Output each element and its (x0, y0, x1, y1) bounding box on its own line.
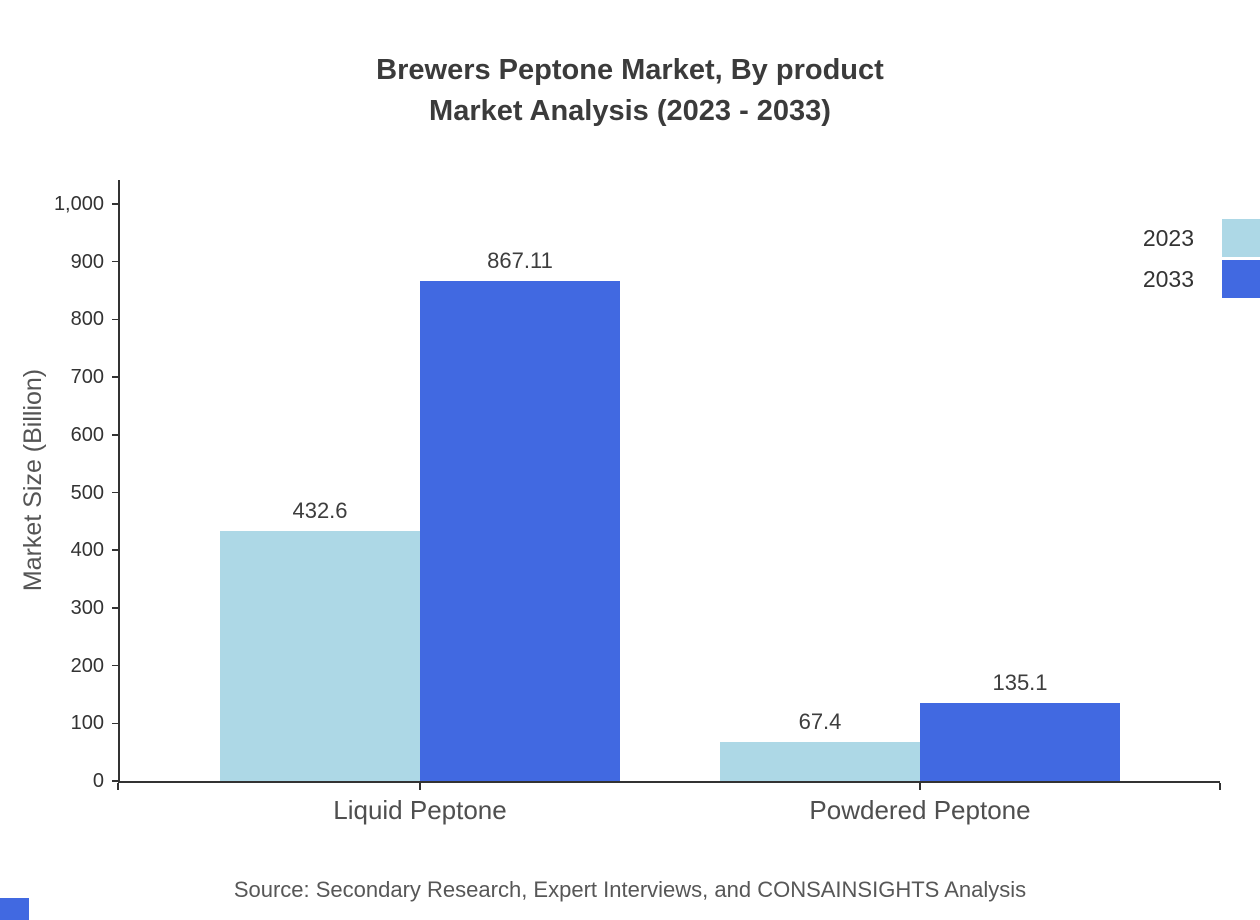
y-tick-label: 400 (70, 539, 104, 562)
x-tick (117, 782, 119, 790)
y-tick-label: 200 (70, 654, 104, 677)
y-tick-label: 700 (70, 366, 104, 389)
bar-2023-powdered-peptone (720, 742, 920, 781)
y-tick (112, 260, 118, 263)
y-tick (112, 607, 118, 609)
x-category-label: Liquid Peptone (333, 795, 507, 825)
y-tick-label: 0 (92, 770, 104, 792)
legend-item-2023: 2023 (1143, 219, 1260, 257)
y-tick-label: 600 (70, 423, 104, 446)
legend-label: 2033 (1142, 265, 1194, 292)
x-tick (419, 782, 421, 790)
y-tick (112, 203, 118, 205)
y-tick (112, 376, 118, 378)
x-tick (919, 782, 921, 790)
chart-title-line1: Brewers Peptone Market, By product (376, 54, 884, 86)
x-axis-line (118, 781, 1220, 783)
y-tick-label: 1,000 (53, 193, 104, 215)
legend-swatch (1222, 219, 1260, 257)
y-tick-label: 900 (70, 250, 104, 273)
y-tick (112, 491, 118, 494)
y-tick (112, 434, 118, 436)
y-tick-label: 300 (70, 596, 104, 619)
legend-item-2033: 2033 (1143, 260, 1260, 298)
chart-title-line2: Market Analysis (2023 - 2033) (429, 95, 831, 127)
y-tick-label: 100 (70, 712, 104, 735)
bar-2033-powdered-peptone (920, 703, 1120, 781)
legend: 2023 2033 (1143, 219, 1260, 301)
bar-value-label: 432.6 (292, 498, 348, 524)
bar-2033-liquid-peptone (420, 280, 620, 781)
legend-label: 2023 (1142, 224, 1194, 251)
brand-mark (0, 898, 29, 920)
bar-value-label: 867.11 (487, 247, 553, 273)
bar-2023-liquid-peptone (220, 531, 420, 781)
bar-value-label: 67.4 (798, 709, 842, 735)
y-tick (112, 664, 118, 667)
y-tick (112, 722, 118, 725)
y-tick (112, 780, 118, 782)
y-tick-label: 800 (70, 308, 104, 331)
bar-value-label: 135.1 (992, 670, 1048, 696)
y-axis-line (118, 180, 120, 783)
x-category-label: Powdered Peptone (809, 795, 1031, 825)
legend-swatch (1222, 260, 1260, 298)
y-tick (112, 318, 118, 321)
source-note: Source: Secondary Research, Expert Inter… (233, 877, 1027, 902)
x-tick (1219, 782, 1221, 790)
y-tick-label: 500 (70, 481, 104, 504)
y-tick (112, 549, 118, 551)
chart-title: Brewers Peptone Market, By product Marke… (0, 50, 1260, 132)
